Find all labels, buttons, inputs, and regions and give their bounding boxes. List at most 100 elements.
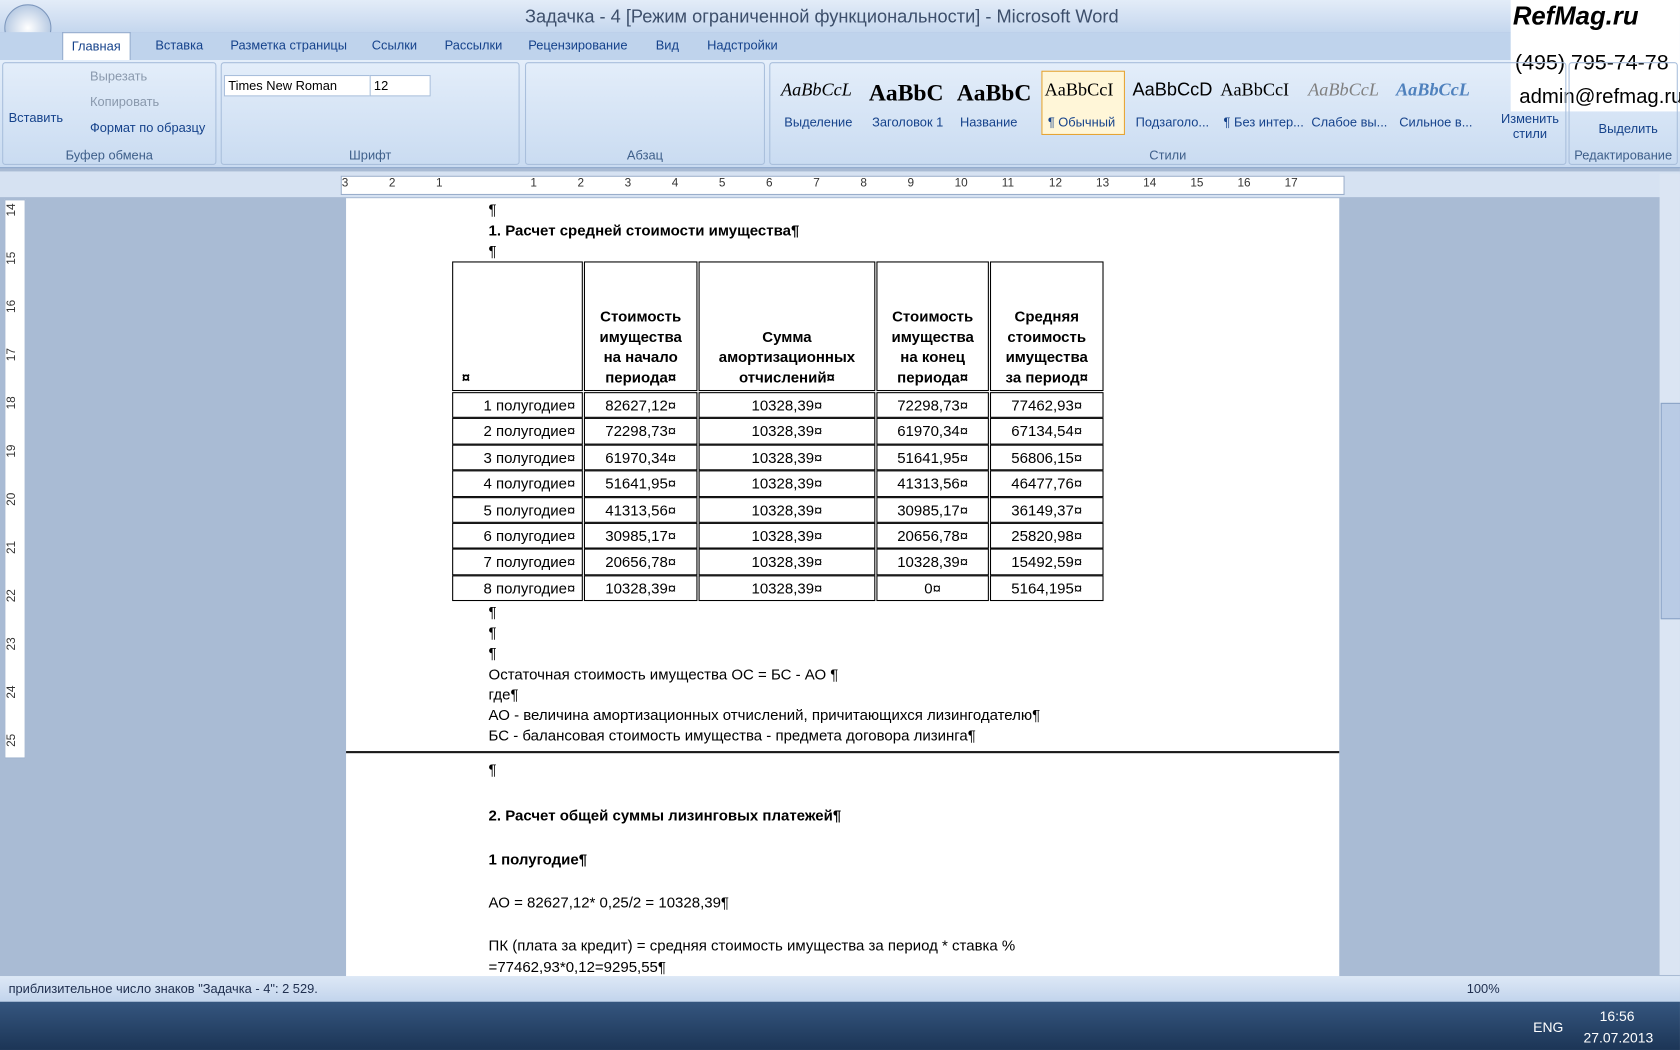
ruler-number: 14: [5, 203, 19, 217]
font-name-box[interactable]: Times New Roman: [223, 74, 372, 97]
table-cell: 6 полугодие¤: [452, 522, 583, 549]
taskbar-lang[interactable]: ENG: [1533, 1018, 1564, 1035]
zoom-level[interactable]: 100%: [1466, 981, 1500, 997]
taskbar-time[interactable]: 16:56: [1599, 1008, 1635, 1025]
table-cell: 51641,95¤: [876, 444, 989, 471]
table-cell: 67134,54¤: [989, 418, 1104, 445]
table-cell: 1 полугодие¤: [452, 392, 583, 419]
style-name: ¶ Обычный: [1047, 114, 1116, 130]
paragraph: АО = 82627,12* 0,25/2 = 10328,39¶: [488, 893, 729, 911]
ribbon-tab[interactable]: Вставка: [155, 37, 204, 53]
table-cell: 72298,73¤: [876, 392, 989, 419]
ribbon-group: [1568, 62, 1678, 165]
table-cell: 10328,39¤: [698, 392, 876, 419]
horizontal-ruler-strip: [340, 175, 1345, 195]
style-name: Слабое вы...: [1311, 114, 1388, 130]
ribbon-group: [524, 62, 765, 165]
ruler-number: 17: [5, 348, 19, 362]
table-cell: 7 полугодие¤: [452, 548, 583, 576]
ribbon-tab[interactable]: Рецензирование: [528, 37, 628, 53]
table-cell: 10328,39¤: [698, 548, 876, 576]
table-cell: 15492,59¤: [989, 548, 1104, 576]
paragraph: 1. Расчет средней стоимости имущества¶: [488, 221, 800, 239]
ruler-number: 16: [1237, 176, 1251, 190]
style-tile[interactable]: [1041, 70, 1125, 135]
ribbon-tab[interactable]: Вид: [655, 37, 679, 53]
style-name: Подзаголо...: [1135, 114, 1210, 130]
ruler-number: 9: [907, 176, 915, 190]
table-cell: 30985,17¤: [876, 496, 989, 523]
table-cell: 82627,12¤: [583, 392, 698, 419]
table-cell: 10328,39¤: [698, 444, 876, 471]
table-cell: 4 полугодие¤: [452, 470, 583, 497]
select-button[interactable]: Выделить: [1598, 121, 1658, 137]
ribbon-tab[interactable]: Рассылки: [444, 37, 503, 53]
clipboard-item[interactable]: Копировать: [89, 94, 160, 110]
status-text: приблизительное число знаков "Задачка - …: [8, 981, 318, 997]
paragraph: ПК (плата за кредит) = средняя стоимость…: [488, 936, 1016, 954]
paragraph: ¶: [488, 603, 497, 621]
style-sample: AaBbCcI: [1044, 79, 1114, 100]
table-cell: 51641,95¤: [583, 470, 698, 497]
style-name: Заголовок 1: [872, 114, 944, 130]
style-name: Выделение: [784, 114, 853, 130]
table-cell: 10328,39¤: [698, 470, 876, 497]
style-sample: AaBbCcL: [781, 79, 852, 100]
ribbon-tab[interactable]: Надстройки: [707, 37, 778, 53]
table-cell: 61970,34¤: [876, 418, 989, 445]
paragraph: 1 полугодие¶: [488, 850, 588, 868]
style-sample: AaBbCcI: [1220, 79, 1290, 100]
table-cell: 10328,39¤: [698, 496, 876, 523]
table-cell: 10328,39¤: [698, 575, 876, 602]
paragraph: ¶: [488, 760, 497, 778]
table-cell: 41313,56¤: [583, 496, 698, 523]
table-cell: 10328,39¤: [698, 522, 876, 549]
ribbon: [0, 59, 1680, 169]
table-cell: 41313,56¤: [876, 470, 989, 497]
ruler-number: 19: [5, 444, 19, 458]
table-cell: 46477,76¤: [989, 470, 1104, 497]
paste-button[interactable]: Вставить: [8, 110, 64, 126]
ribbon-group: [220, 62, 520, 165]
group-label: Абзац: [626, 147, 664, 163]
font-size-box[interactable]: 12: [369, 74, 431, 97]
ruler-number: 16: [5, 299, 19, 313]
table-header-cell: Стоимость имущества на конец периода¤: [876, 261, 989, 392]
watermark-line: admin@refmag.ru: [1519, 85, 1680, 109]
ruler-number: 25: [5, 733, 19, 747]
vertical-ruler: [4, 199, 26, 759]
table-cell: 20656,78¤: [876, 522, 989, 549]
ruler-number: 1: [436, 176, 443, 190]
ruler-number: 6: [766, 176, 773, 190]
table-cell: 8 полугодие¤: [452, 575, 583, 602]
paragraph: ¶: [488, 643, 497, 662]
clipboard-item[interactable]: Формат по образцу: [89, 119, 206, 135]
ruler-number: 5: [718, 176, 726, 190]
style-name: Название: [959, 114, 1018, 130]
ruler-number: 24: [5, 685, 19, 699]
ribbon-tab[interactable]: Разметка страницы: [230, 37, 347, 53]
title-bar: [0, 0, 1680, 33]
paragraph: ¶: [488, 200, 497, 218]
clipboard-item[interactable]: Вырезать: [89, 68, 148, 84]
table-cell: 5 полугодие¤: [452, 496, 583, 523]
ribbon-tab[interactable]: Ссылки: [371, 37, 418, 53]
paragraph: АО - величина амортизационных отчислений…: [488, 706, 1041, 724]
scroll-thumb[interactable]: [1660, 402, 1680, 620]
table-cell: 56806,15¤: [989, 444, 1104, 471]
ruler-number: 13: [1096, 176, 1110, 190]
style-sample: AaBbC: [868, 79, 944, 107]
taskbar-date[interactable]: 27.07.2013: [1583, 1029, 1654, 1046]
window-title: Задачка - 4 [Режим ограниченной функцион…: [524, 6, 1119, 27]
ruler-number: 23: [5, 637, 19, 651]
change-styles[interactable]: Изменить стили: [1500, 111, 1559, 142]
ribbon-tab[interactable]: Главная: [62, 32, 131, 60]
table-header-cell: Сумма амортизационных отчислений¤: [698, 261, 876, 392]
table-cell: 5164,195¤: [989, 575, 1104, 602]
table-header-cell: Стоимость имущества на начало периода¤: [583, 261, 698, 392]
table-cell: 3 полугодие¤: [452, 444, 583, 471]
table-cell: 10328,39¤: [583, 575, 698, 602]
paragraph: =77462,93*0,12=9295,55¶: [488, 957, 666, 975]
ruler-number: 15: [1190, 176, 1204, 190]
watermark: [1510, 0, 1680, 112]
